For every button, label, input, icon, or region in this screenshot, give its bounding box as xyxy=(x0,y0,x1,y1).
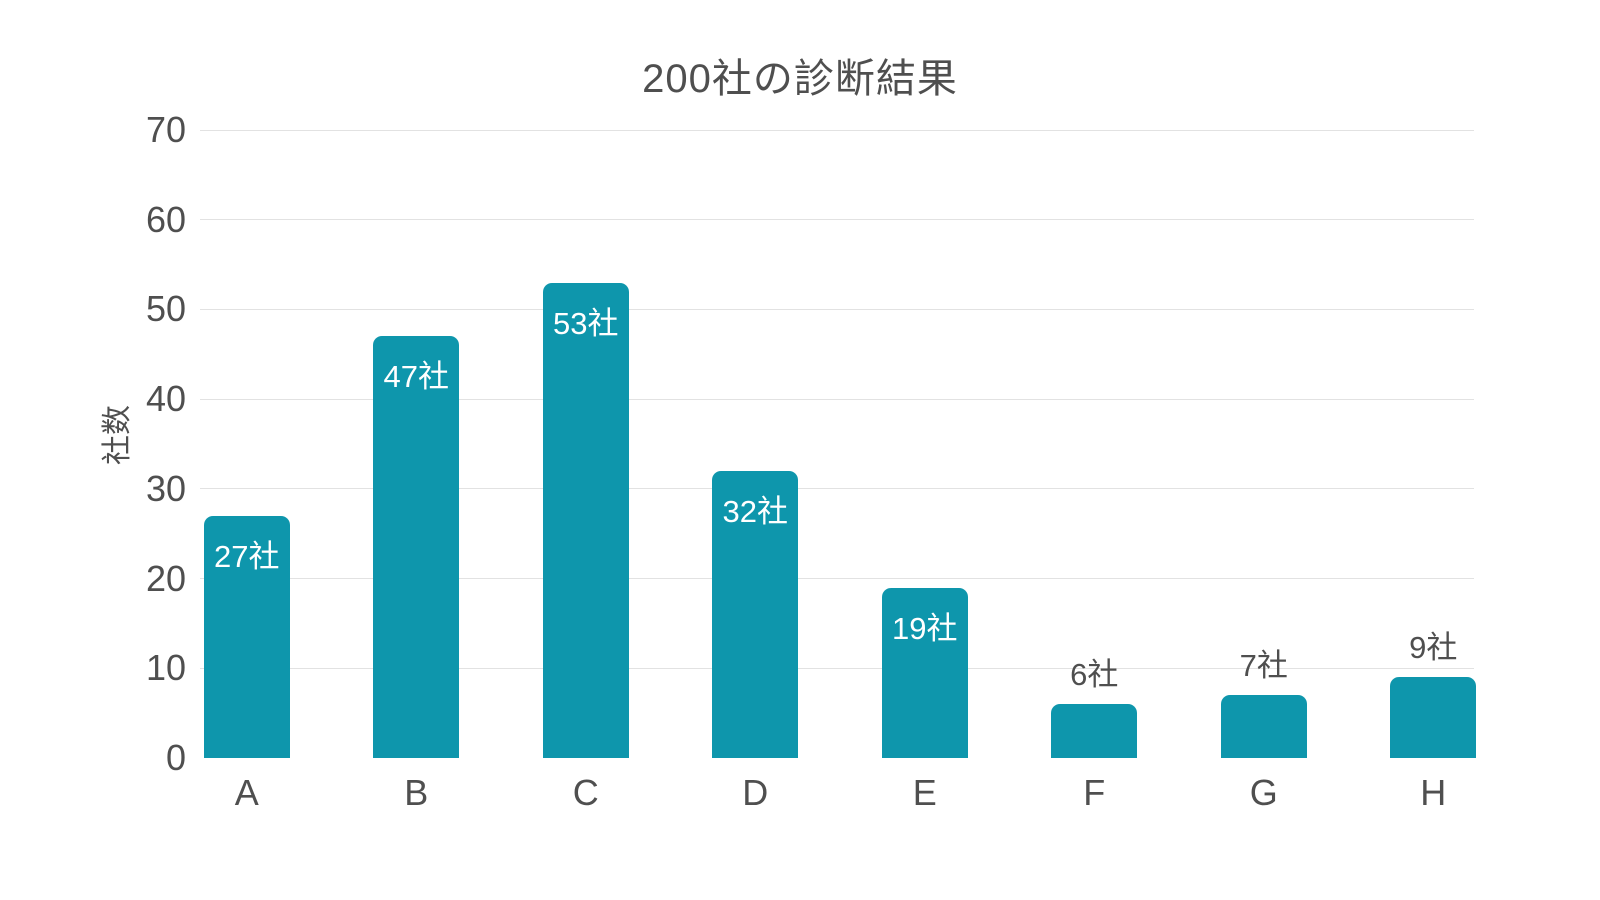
y-tick-label-30: 30 xyxy=(145,467,186,509)
bar-value-label-A: 27社 xyxy=(214,538,280,574)
bar-slot-C: 53社 C xyxy=(501,130,671,813)
y-tick-label-60: 60 xyxy=(145,198,186,240)
bar-slot-A: 27社 A xyxy=(162,130,332,813)
y-tick-label-70: 70 xyxy=(145,109,186,150)
bar-D: 32社 xyxy=(712,470,799,758)
bar-H xyxy=(1390,677,1477,758)
x-tick-label-F: F xyxy=(1083,772,1106,813)
bar-value-label-F: 6社 xyxy=(1070,657,1119,693)
gridline-30 xyxy=(200,488,1474,490)
x-tick-label-G: G xyxy=(1249,772,1278,813)
gridline-40 xyxy=(200,398,1474,400)
x-tick-label-C: C xyxy=(572,772,599,813)
bar-value-label-H: 9社 xyxy=(1409,630,1458,666)
y-tick-label-40: 40 xyxy=(145,378,186,420)
bar-A: 27社 xyxy=(203,515,290,758)
x-tick-label-H: H xyxy=(1420,772,1447,813)
bar-value-label-E: 19社 xyxy=(892,610,958,646)
bar-slot-B: 47社 B xyxy=(332,130,502,813)
gridline-70 xyxy=(200,129,1474,131)
y-tick-label-0: 0 xyxy=(165,737,186,778)
x-tick-label-E: E xyxy=(912,772,937,813)
x-tick-label-D: D xyxy=(742,772,769,813)
bar-E: 19社 xyxy=(881,587,968,758)
bar-slot-F: 6社 F xyxy=(1010,130,1180,813)
bar-slot-E: 19社 E xyxy=(840,130,1010,813)
y-tick-label-10: 10 xyxy=(145,647,186,689)
chart-title: 200社の診断結果 xyxy=(642,57,958,101)
bar-value-label-C: 53社 xyxy=(553,305,619,341)
gridline-10 xyxy=(200,667,1474,669)
bar-value-label-B: 47社 xyxy=(383,359,449,395)
bar-C: 53社 xyxy=(542,282,629,758)
bar-B: 47社 xyxy=(373,336,460,758)
gridline-50 xyxy=(200,308,1474,310)
bar-slot-G: 7社 G xyxy=(1179,130,1349,813)
bar-row: 27社 A 47社 B 53社 C 32社 D 19社 E 6社 F 7社 G 9社 H xyxy=(162,130,1519,813)
bar-G xyxy=(1220,695,1307,758)
bar-slot-D: 32社 D xyxy=(671,130,841,813)
x-tick-label-B: B xyxy=(404,772,429,813)
gridline-60 xyxy=(200,219,1474,221)
x-tick-label-A: A xyxy=(234,772,259,813)
y-tick-label-50: 50 xyxy=(145,288,186,330)
gridline-20 xyxy=(200,578,1474,580)
y-tick-label-20: 20 xyxy=(145,557,186,599)
bar-slot-H: 9社 H xyxy=(1349,130,1519,813)
bar-value-label-G: 7社 xyxy=(1239,648,1288,684)
bar-F xyxy=(1051,704,1138,758)
plot-area xyxy=(200,129,1474,758)
bar-value-label-D: 32社 xyxy=(722,493,788,529)
